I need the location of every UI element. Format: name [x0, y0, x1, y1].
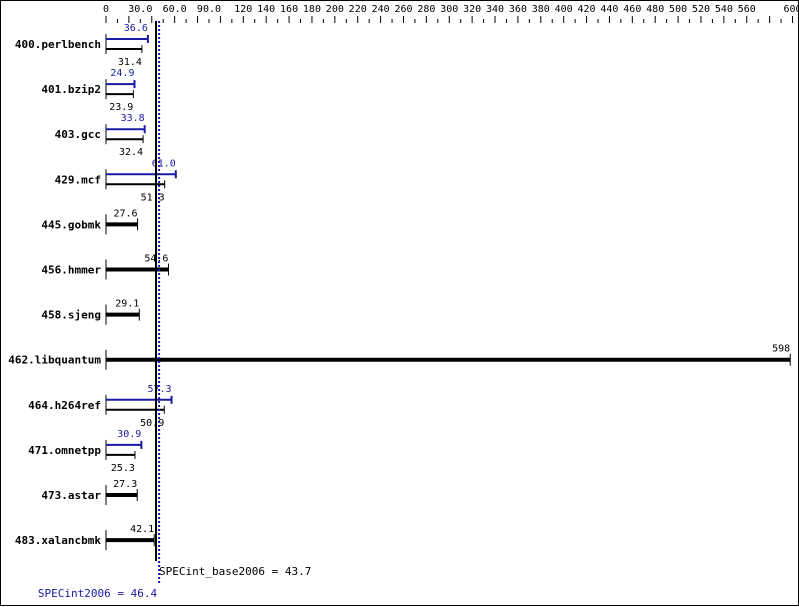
- category-label: 403.gcc: [55, 128, 101, 141]
- category-label: 429.mcf: [55, 173, 101, 186]
- x-tick-label: 500: [669, 4, 687, 15]
- base-value-label: 42.1: [130, 524, 154, 535]
- base-value-label: 50.9: [140, 418, 164, 429]
- x-tick-label: 440: [600, 4, 618, 15]
- peak-value-label: 33.8: [121, 113, 145, 124]
- category-label: 462.libquantum: [8, 354, 101, 367]
- x-tick-label: 600: [783, 4, 799, 15]
- x-tick-label: 220: [349, 4, 367, 15]
- category-label: 471.omnetpp: [28, 444, 101, 457]
- x-tick-label: 520: [692, 4, 710, 15]
- x-tick-label: 200: [326, 4, 344, 15]
- x-tick-label: 300: [440, 4, 458, 15]
- x-tick-label: 240: [372, 4, 390, 15]
- base-value-label: 27.3: [113, 479, 137, 490]
- category-label: 400.perlbench: [15, 38, 101, 51]
- base-value-label: 27.6: [113, 208, 137, 219]
- base-value-label: 23.9: [109, 102, 133, 113]
- x-tick-label: 380: [532, 4, 550, 15]
- base-value-label: 598: [772, 344, 790, 355]
- base-reference-label: SPECint_base2006 = 43.7: [159, 565, 311, 578]
- x-tick-label: 340: [486, 4, 504, 15]
- base-value-label: 32.4: [119, 147, 143, 158]
- x-tick-label: 420: [578, 4, 596, 15]
- category-label: 445.gobmk: [41, 218, 101, 231]
- peak-value-label: 36.6: [124, 23, 148, 34]
- category-label: 473.astar: [41, 489, 101, 502]
- x-tick-label: 400: [555, 4, 573, 15]
- x-tick-label: 320: [463, 4, 481, 15]
- base-value-label: 25.3: [111, 463, 135, 474]
- peak-value-label: 24.9: [110, 68, 134, 79]
- base-value-label: 29.1: [115, 299, 139, 310]
- x-tick-label: 180: [303, 4, 321, 15]
- category-label: 456.hmmer: [41, 264, 101, 277]
- x-tick-label: 540: [715, 4, 733, 15]
- category-label: 483.xalancbmk: [15, 534, 101, 547]
- base-value-label: 51.3: [141, 192, 165, 203]
- x-tick-label: 360: [509, 4, 527, 15]
- x-tick-label: 90.0: [197, 4, 221, 15]
- category-label: 464.h264ref: [28, 399, 101, 412]
- peak-value-label: 30.9: [117, 429, 141, 440]
- x-tick-label: 480: [646, 4, 664, 15]
- x-tick-label: 280: [417, 4, 435, 15]
- peak-reference-label: SPECint2006 = 46.4: [38, 587, 158, 600]
- x-tick-label: 30.0: [128, 4, 152, 15]
- category-label: 458.sjeng: [41, 309, 101, 322]
- x-tick-label: 140: [257, 4, 275, 15]
- x-tick-label: 560: [738, 4, 756, 15]
- peak-value-label: 61.0: [152, 158, 176, 169]
- x-tick-label: 120: [234, 4, 252, 15]
- base-value-label: 31.4: [118, 57, 142, 68]
- category-label: 401.bzip2: [41, 83, 101, 96]
- x-tick-label: 60.0: [163, 4, 187, 15]
- x-tick-label: 260: [394, 4, 412, 15]
- x-tick-label: 0: [103, 4, 109, 15]
- x-tick-label: 460: [623, 4, 641, 15]
- x-tick-label: 160: [280, 4, 298, 15]
